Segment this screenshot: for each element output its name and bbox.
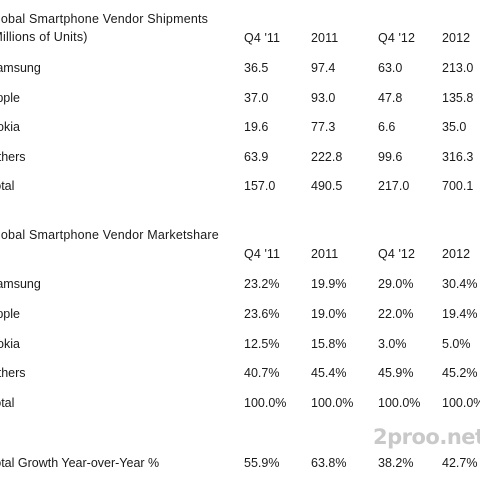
cell-value: 19.4% (442, 307, 478, 321)
cell-value: 12.5% (244, 337, 280, 351)
cell-value: 45.2% (442, 366, 478, 380)
row-label: Total (0, 179, 15, 193)
cell-value: 63.8% (311, 456, 347, 470)
cell-value: 38.2% (378, 456, 414, 470)
cell-value: 5.0% (442, 337, 471, 351)
marketshare-col-header: Q4 '12 (378, 247, 416, 261)
marketshare-col-header: 2011 (311, 247, 339, 261)
shipments-col-header: 2012 (442, 31, 471, 45)
cell-value: 100.0% (311, 396, 354, 410)
cell-value: 63.9 (244, 150, 269, 164)
cell-value: 100.0% (378, 396, 421, 410)
cell-value: 35.0 (442, 120, 467, 134)
cell-value: 77.3 (311, 120, 336, 134)
marketshare-title: Global Smartphone Vendor Marketshare (0, 228, 219, 242)
cell-value: 19.9% (311, 277, 347, 291)
shipments-col-header: 2011 (311, 31, 339, 45)
shipments-subtitle: (Millions of Units) (0, 30, 88, 44)
cell-value: 19.6 (244, 120, 269, 134)
shipments-col-header: Q4 '11 (244, 31, 281, 45)
cell-value: 97.4 (311, 61, 336, 75)
cell-value: 45.9% (378, 366, 414, 380)
cell-value: 222.8 (311, 150, 343, 164)
cell-value: 99.6 (378, 150, 403, 164)
row-label: Apple (0, 307, 20, 321)
cell-value: 47.8 (378, 91, 403, 105)
marketshare-col-header: 2012 (442, 247, 471, 261)
row-label: Total (0, 396, 15, 410)
cell-value: 29.0% (378, 277, 414, 291)
cell-value: 19.0% (311, 307, 347, 321)
cell-value: 6.6 (378, 120, 396, 134)
shipments-title: Global Smartphone Vendor Shipments (0, 12, 209, 26)
cell-value: 42.7% (442, 456, 478, 470)
cell-value: 100.0% (442, 396, 480, 410)
cell-value: 217.0 (378, 179, 410, 193)
cell-value: 93.0 (311, 91, 336, 105)
cell-value: 3.0% (378, 337, 407, 351)
cell-value: 316.3 (442, 150, 474, 164)
cell-value: 45.4% (311, 366, 347, 380)
row-label: Others (0, 150, 26, 164)
growth-label: Total Growth Year-over-Year % (0, 456, 160, 470)
cell-value: 157.0 (244, 179, 276, 193)
row-label: Nokia (0, 337, 20, 351)
cell-value: 700.1 (442, 179, 474, 193)
watermark-logo: 2proo.net (373, 425, 480, 449)
cell-value: 23.2% (244, 277, 280, 291)
cell-value: 490.5 (311, 179, 343, 193)
row-label: Samsung (0, 277, 41, 291)
cell-value: 37.0 (244, 91, 269, 105)
marketshare-col-header: Q4 '11 (244, 247, 281, 261)
cell-value: 63.0 (378, 61, 403, 75)
cell-value: 30.4% (442, 277, 478, 291)
row-label: Samsung (0, 61, 41, 75)
cell-value: 100.0% (244, 396, 287, 410)
row-label: Apple (0, 91, 20, 105)
cell-value: 55.9% (244, 456, 280, 470)
row-label: Others (0, 366, 26, 380)
cell-value: 213.0 (442, 61, 474, 75)
cell-value: 36.5 (244, 61, 269, 75)
cell-value: 40.7% (244, 366, 280, 380)
shipments-col-header: Q4 '12 (378, 31, 416, 45)
cell-value: 22.0% (378, 307, 414, 321)
cell-value: 23.6% (244, 307, 280, 321)
cell-value: 15.8% (311, 337, 347, 351)
row-label: Nokia (0, 120, 20, 134)
cell-value: 135.8 (442, 91, 474, 105)
